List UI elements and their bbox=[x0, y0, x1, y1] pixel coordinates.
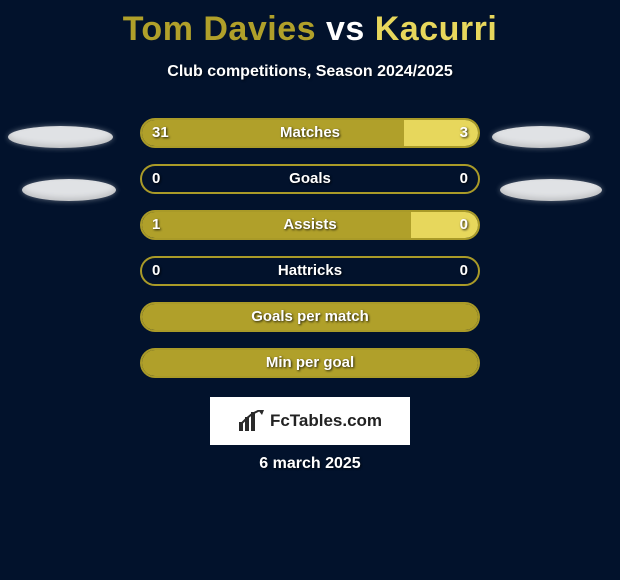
stat-bar: Assists10 bbox=[140, 210, 480, 240]
subtitle: Club competitions, Season 2024/2025 bbox=[0, 63, 620, 81]
stat-value-right: 0 bbox=[460, 166, 468, 192]
stat-bar: Hattricks0 0 bbox=[140, 256, 480, 286]
stat-label: Hattricks bbox=[142, 258, 478, 284]
stat-bar: Goals0 0 bbox=[140, 164, 480, 194]
stat-bar: Min per goal bbox=[140, 348, 480, 378]
fctables-icon bbox=[238, 410, 266, 432]
stat-row: Goals per match bbox=[0, 302, 620, 348]
brand-badge: FcTables.com bbox=[210, 397, 410, 445]
stat-rows: Matches313Goals00Assists10Hattricks00Goa… bbox=[0, 118, 620, 394]
stat-value-left: 0 bbox=[152, 258, 160, 284]
stat-bar-left bbox=[142, 350, 478, 376]
stat-bar-right bbox=[404, 120, 478, 146]
stat-value-left: 0 bbox=[152, 166, 160, 192]
stat-value-right: 0 bbox=[460, 258, 468, 284]
stat-bar-right bbox=[411, 212, 478, 238]
stat-row: Min per goal bbox=[0, 348, 620, 394]
page-title: Tom Davies vs Kacurri bbox=[0, 0, 620, 49]
stat-row: Assists10 bbox=[0, 210, 620, 256]
stat-bar: Matches313 bbox=[140, 118, 480, 148]
title-player2: Kacurri bbox=[375, 10, 498, 48]
comparison-infographic: Tom Davies vs Kacurri Club competitions,… bbox=[0, 0, 620, 580]
stat-bar: Goals per match bbox=[140, 302, 480, 332]
stat-row: Hattricks0 0 bbox=[0, 256, 620, 302]
title-player1: Tom Davies bbox=[123, 10, 316, 48]
date-label: 6 march 2025 bbox=[0, 455, 620, 473]
stat-bar-left bbox=[142, 304, 478, 330]
stat-bar-left bbox=[142, 120, 404, 146]
stat-bar-left bbox=[142, 212, 411, 238]
stat-row: Matches313 bbox=[0, 118, 620, 164]
title-vs: vs bbox=[316, 10, 375, 48]
stat-row: Goals0 0 bbox=[0, 164, 620, 210]
stat-label: Goals bbox=[142, 166, 478, 192]
brand-text: FcTables.com bbox=[270, 411, 382, 431]
